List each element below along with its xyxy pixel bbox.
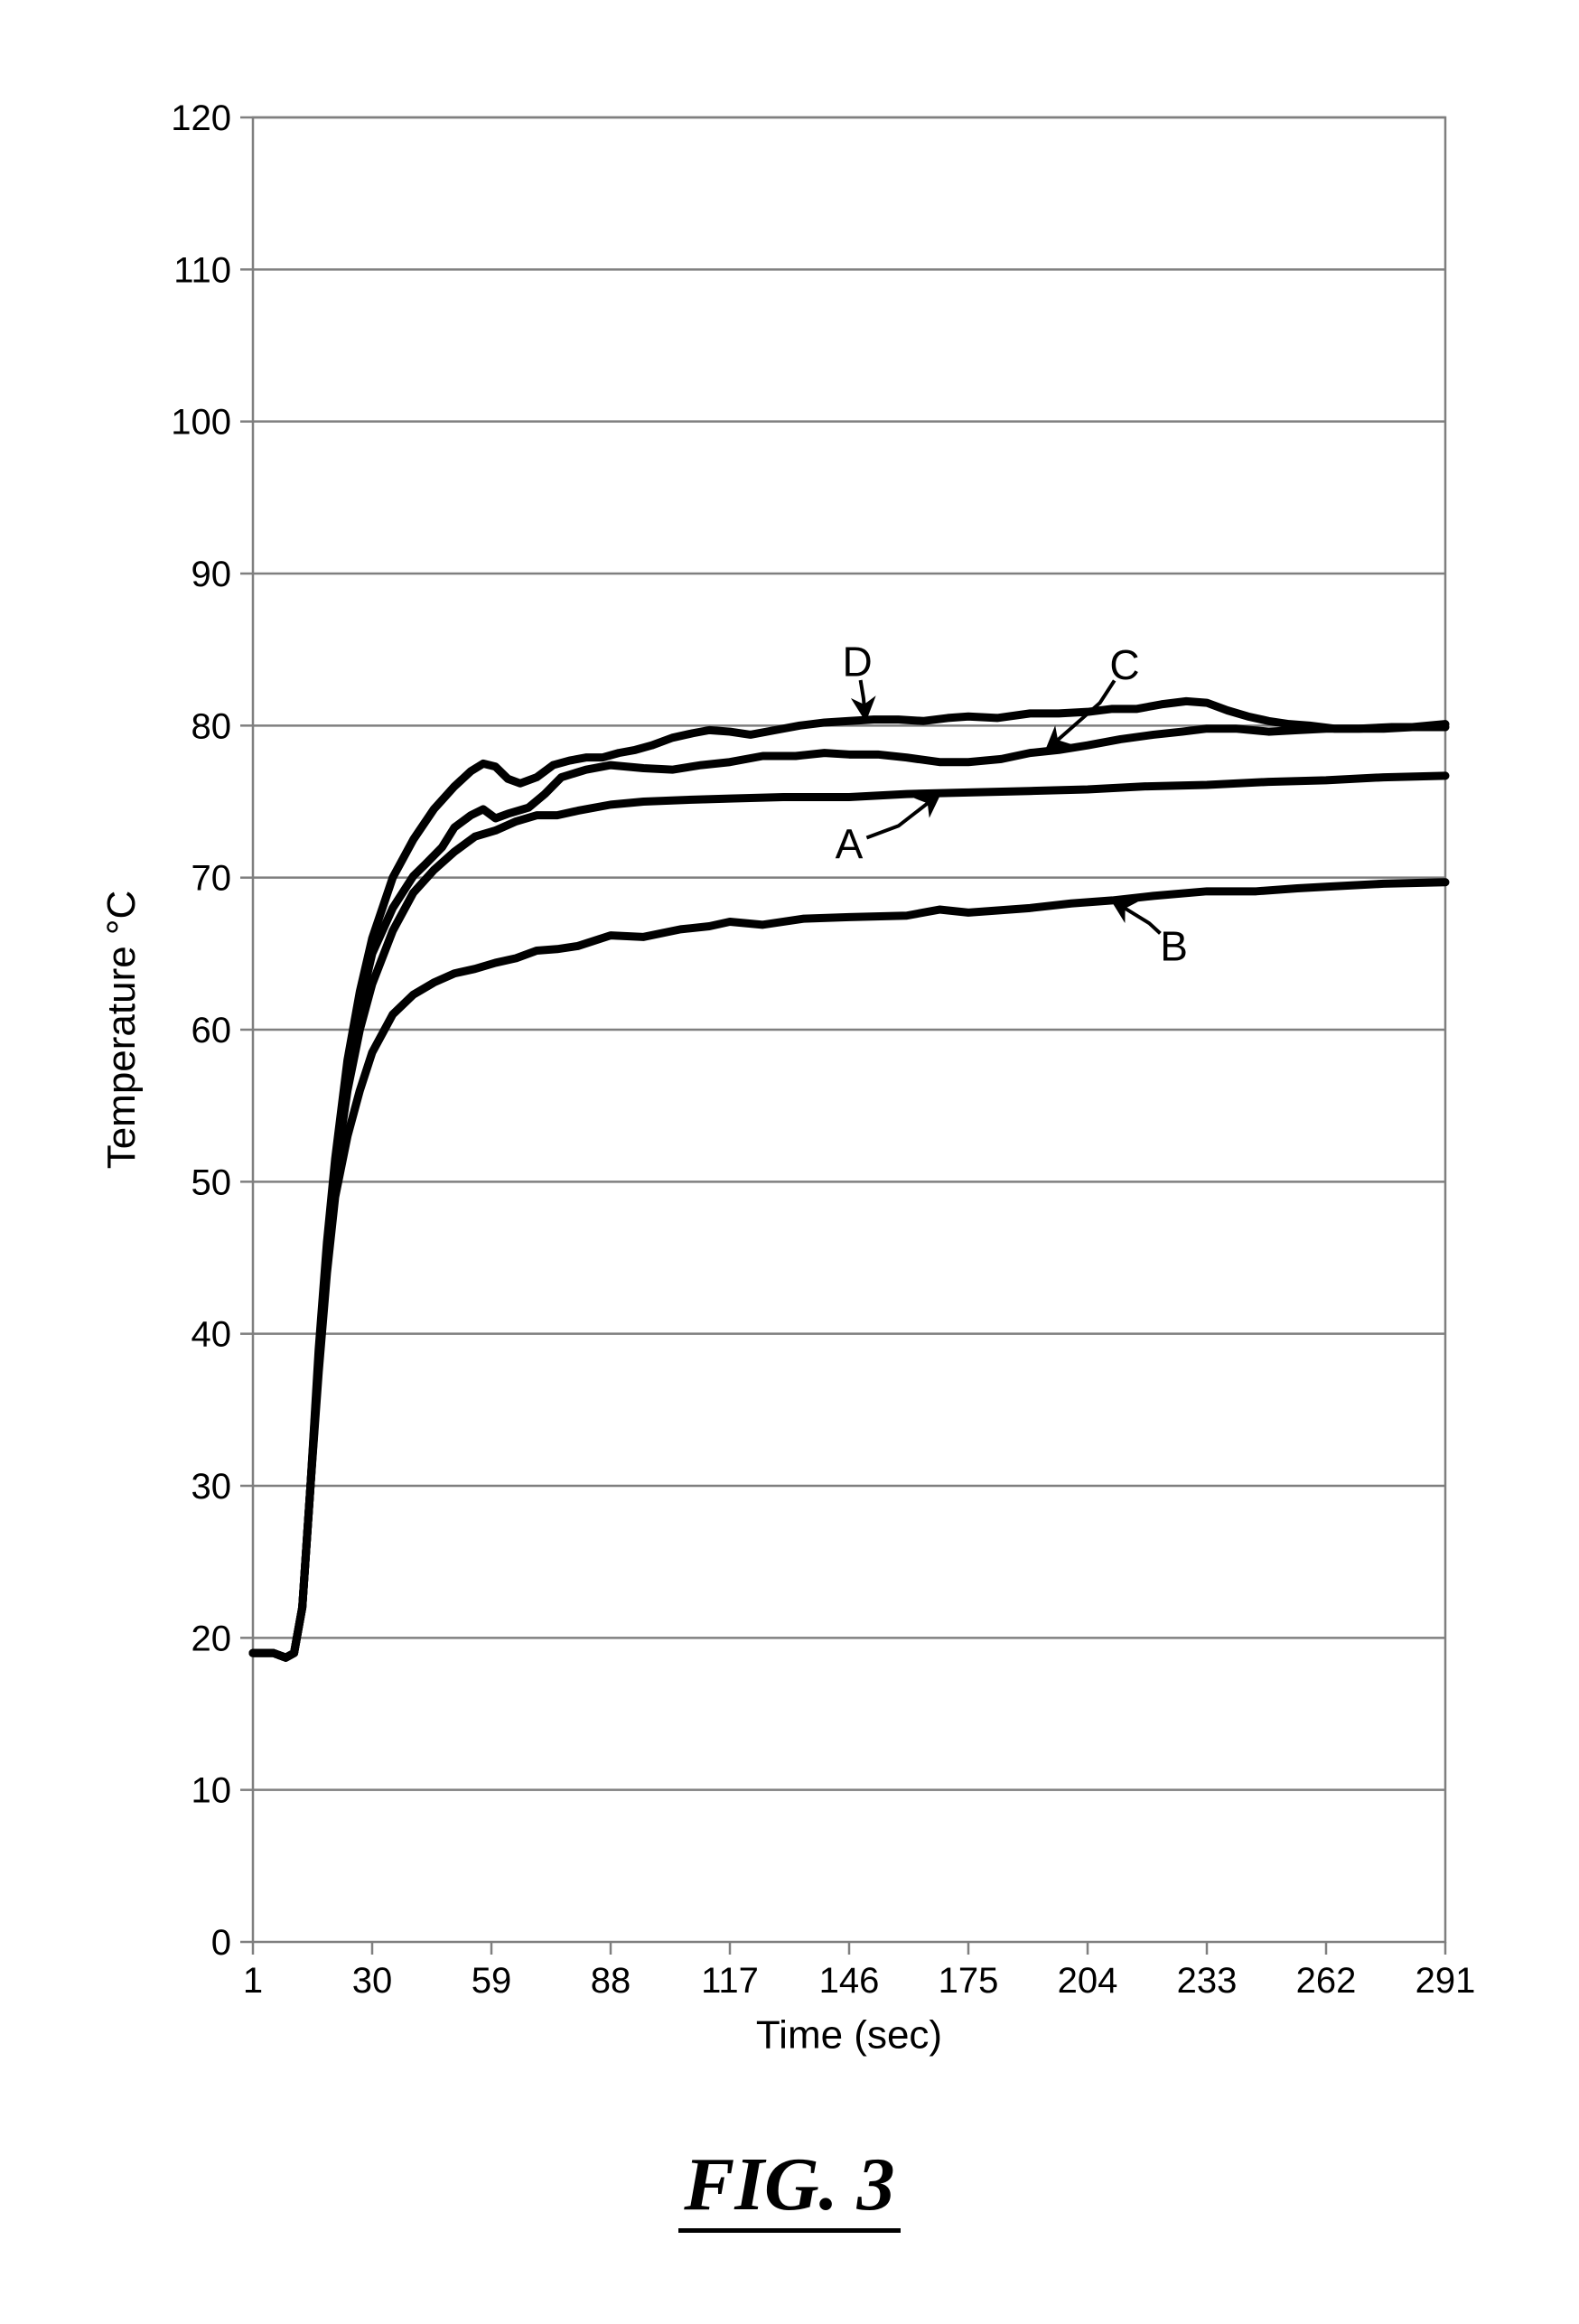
svg-text:262: 262 bbox=[1296, 1961, 1357, 2001]
svg-text:120: 120 bbox=[171, 98, 231, 138]
svg-text:40: 40 bbox=[192, 1315, 232, 1355]
svg-text:Temperature °C: Temperature °C bbox=[99, 891, 144, 1170]
svg-text:117: 117 bbox=[701, 1961, 759, 2001]
svg-text:88: 88 bbox=[591, 1961, 631, 2001]
svg-text:100: 100 bbox=[171, 403, 231, 443]
svg-text:146: 146 bbox=[819, 1961, 880, 2001]
svg-text:20: 20 bbox=[192, 1619, 232, 1658]
svg-text:175: 175 bbox=[939, 1961, 999, 2001]
figure-caption-text: FIG. 3 bbox=[678, 2142, 900, 2233]
figure-caption: FIG. 3 bbox=[0, 2141, 1579, 2228]
svg-text:60: 60 bbox=[192, 1011, 232, 1050]
svg-text:10: 10 bbox=[192, 1771, 232, 1811]
svg-text:204: 204 bbox=[1058, 1961, 1118, 2001]
svg-text:1: 1 bbox=[243, 1961, 263, 2001]
svg-text:233: 233 bbox=[1177, 1961, 1238, 2001]
svg-text:90: 90 bbox=[192, 555, 232, 594]
svg-text:Time (sec): Time (sec) bbox=[756, 2013, 942, 2058]
svg-text:59: 59 bbox=[472, 1961, 512, 2001]
svg-text:30: 30 bbox=[192, 1467, 232, 1507]
annotation-D: D bbox=[842, 639, 872, 686]
svg-text:50: 50 bbox=[192, 1162, 232, 1202]
annotation-C: C bbox=[1109, 641, 1139, 688]
svg-text:110: 110 bbox=[173, 250, 231, 290]
svg-text:70: 70 bbox=[192, 859, 232, 899]
annotation-A: A bbox=[836, 821, 864, 868]
annotation-B: B bbox=[1160, 923, 1188, 970]
svg-text:30: 30 bbox=[352, 1961, 393, 2001]
svg-text:0: 0 bbox=[211, 1923, 231, 1963]
temperature-chart: 1 30 59 88 117 146 175 204 233 262 291 0 10 20 30 40 50 6… bbox=[0, 0, 1579, 2095]
svg-text:80: 80 bbox=[192, 706, 232, 746]
svg-text:291: 291 bbox=[1415, 1961, 1476, 2001]
